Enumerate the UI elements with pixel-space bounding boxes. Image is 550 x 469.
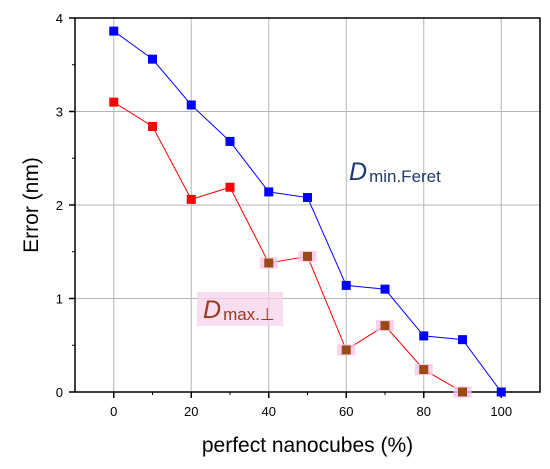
data-point — [186, 194, 196, 204]
y-tick-label: 4 — [56, 11, 63, 26]
data-point — [148, 54, 157, 64]
y-tick-label: 3 — [56, 105, 63, 120]
data-point — [186, 100, 196, 110]
data-point — [264, 258, 274, 268]
x-tick-label: 40 — [262, 404, 276, 419]
y-axis-title: Error (nm) — [20, 157, 43, 253]
data-point — [303, 251, 312, 261]
series-label-sub: max.⊥ — [223, 305, 275, 324]
x-tick-label: 100 — [490, 404, 512, 419]
data-point — [458, 335, 467, 345]
data-point — [458, 387, 467, 397]
axis-ticks — [69, 17, 502, 398]
data-point — [341, 345, 351, 355]
y-tick-label: 0 — [56, 385, 63, 400]
data-point — [264, 187, 274, 197]
data-point — [341, 280, 351, 290]
x-tick-label: 0 — [110, 404, 117, 419]
data-point — [109, 97, 119, 107]
data-point — [109, 26, 119, 36]
series-label-main: D — [349, 158, 367, 186]
x-tick-label: 80 — [417, 404, 431, 419]
data-point — [225, 182, 235, 192]
data-point — [419, 365, 429, 375]
data-point — [380, 321, 390, 331]
data-point — [380, 284, 390, 294]
x-tick-label: 20 — [184, 404, 198, 419]
axis-labels: 0 20 40 60 80 100 0 1 2 3 4 — [56, 11, 512, 419]
series-label-sub: min.Feret — [369, 167, 441, 186]
series-line — [113, 101, 463, 393]
annotation-highlight — [197, 292, 283, 326]
data-point — [148, 121, 157, 131]
data-point — [419, 331, 429, 341]
x-tick-label: 60 — [339, 404, 353, 419]
series-label-main: D — [203, 296, 221, 324]
data-point — [496, 387, 506, 397]
y-tick-label: 1 — [56, 292, 63, 307]
grid — [75, 18, 540, 392]
data-point — [225, 136, 235, 146]
series-line — [113, 30, 502, 393]
series-layer — [109, 26, 506, 398]
x-axis-title: perfect nanocubes (%) — [202, 434, 413, 457]
series-1 — [109, 97, 472, 398]
data-point — [303, 193, 312, 203]
series-0 — [109, 26, 506, 397]
y-tick-label: 2 — [56, 198, 63, 213]
